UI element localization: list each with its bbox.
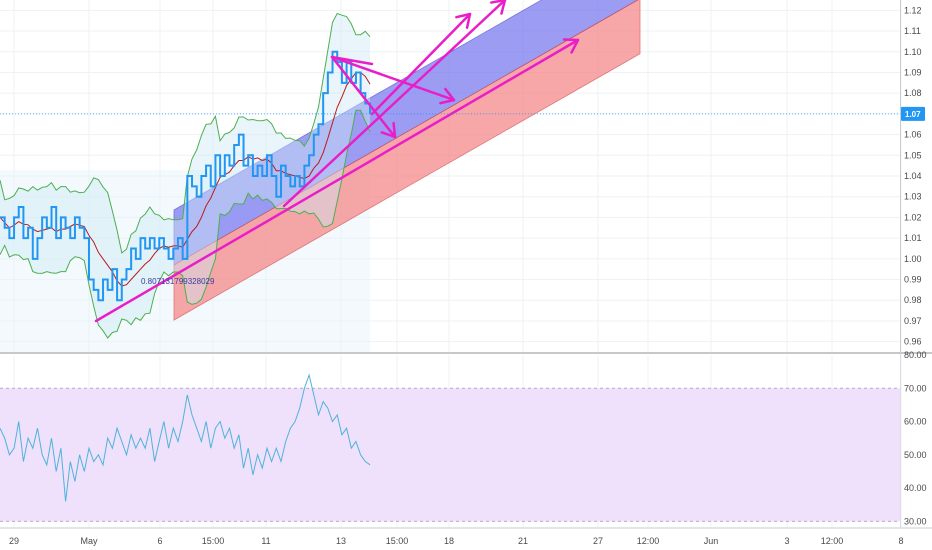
- chart-annotation: 0.807131799328029: [141, 277, 215, 286]
- y-tick-label: 0.96: [904, 337, 922, 347]
- time-axis: 29 May 6 15:00 11 13 15:00 18 21 27 12:00 Jun 3 12:00…: [9, 536, 904, 546]
- breakout-arrow: [370, 12, 472, 116]
- y-tick-label: 1.04: [904, 171, 922, 181]
- price-axis: 0.96 0.97 0.98 0.99 1.00 1.01 1.02 1.03 1.04 1.05…: [904, 5, 922, 346]
- y-tick-label: 1.06: [904, 130, 922, 140]
- x-tick-label: 27: [593, 536, 603, 546]
- y-tick-label: 1.09: [904, 67, 922, 77]
- x-tick-label: 13: [336, 536, 346, 546]
- y-tick-label: 80.00: [904, 350, 927, 360]
- oscillator-line: [0, 373, 371, 502]
- y-tick-label: 1.02: [904, 212, 922, 222]
- x-tick-label: 15:00: [386, 536, 409, 546]
- y-tick-label: 1.00: [904, 254, 922, 264]
- trend-line-arrow-lower-head: [562, 38, 580, 54]
- oscillator-panel: [0, 373, 371, 502]
- last-price-label: 1.07: [905, 110, 921, 119]
- x-tick-label: 8: [898, 536, 903, 546]
- bollinger-fill: [0, 13, 370, 338]
- trend-line-arrow-lower: [94, 38, 580, 323]
- x-tick-label: Jun: [704, 536, 719, 546]
- pullback-arrow-head: [380, 121, 397, 139]
- breakout-arrow-head: [455, 12, 472, 29]
- bollinger-lower: [0, 109, 371, 339]
- swing-arrow-down-head: [439, 87, 456, 105]
- x-tick-label: 12:00: [637, 536, 660, 546]
- y-tick-label: 1.03: [904, 192, 922, 202]
- price-panel: [0, 0, 900, 352]
- x-tick-label: 18: [444, 536, 454, 546]
- trend-line-arrow-mid-head: [489, 0, 507, 15]
- x-tick-label: 6: [157, 536, 162, 546]
- y-tick-label: 1.05: [904, 150, 922, 160]
- bollinger-upper: [0, 12, 371, 254]
- x-tick-label: 3: [784, 536, 789, 546]
- y-tick-label: 0.97: [904, 316, 922, 326]
- price-line: [0, 50, 371, 302]
- y-tick-label: 1.11: [904, 26, 921, 36]
- swing-arrow-down: [330, 55, 456, 102]
- last-price-badge: 1.07: [901, 106, 925, 121]
- pullback-arrow: [330, 55, 397, 139]
- y-tick-label: 1.10: [904, 47, 922, 57]
- x-tick-label: 12:00: [821, 536, 844, 546]
- y-tick-label: 1.12: [904, 5, 922, 15]
- swing-top-line: [330, 55, 374, 66]
- y-tick-label: 0.98: [904, 295, 922, 305]
- x-tick-label: 11: [261, 536, 270, 546]
- channel-lower-zone: [173, 0, 641, 321]
- oscillator-band: [0, 388, 900, 522]
- y-tick-label: 0.99: [904, 275, 922, 285]
- y-tick-label: 1.08: [904, 88, 922, 98]
- oscillator-grid: [0, 355, 932, 529]
- y-tick-label: 40.00: [904, 483, 927, 493]
- x-tick-label: 15:00: [202, 536, 225, 546]
- oscillator-axis: 30.00 40.00 50.00 60.00 70.00 80.00: [904, 350, 927, 526]
- x-tick-label: 21: [518, 536, 528, 546]
- y-tick-label: 1.01: [904, 233, 922, 243]
- y-tick-label: 70.00: [904, 383, 927, 393]
- last-price-badge-bg: [901, 106, 925, 121]
- y-tick-label: 60.00: [904, 417, 927, 427]
- x-tick-label: 29: [9, 536, 19, 546]
- y-tick-label: 30.00: [904, 516, 927, 526]
- x-tick-label: May: [80, 536, 98, 546]
- y-tick-label: 50.00: [904, 450, 927, 460]
- trend-line-arrow-mid: [282, 0, 507, 208]
